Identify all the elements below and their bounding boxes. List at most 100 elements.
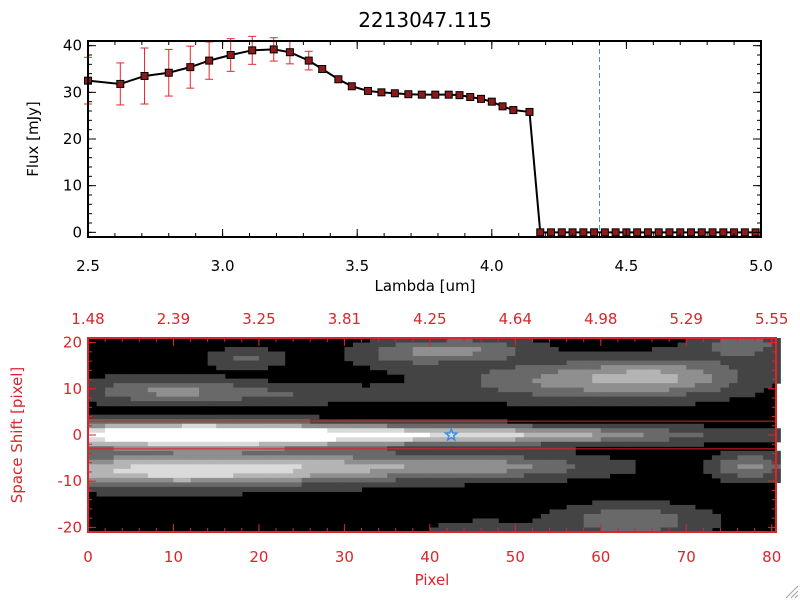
flux-data-point bbox=[318, 65, 327, 73]
heatmap-cell bbox=[182, 473, 192, 479]
heatmap-cell bbox=[498, 419, 508, 425]
heatmap-cell bbox=[481, 473, 491, 479]
heatmap-cell bbox=[387, 477, 397, 483]
heatmap-cell bbox=[113, 396, 123, 402]
heatmap-cell bbox=[498, 378, 508, 384]
heatmap-cell bbox=[455, 455, 465, 461]
heatmap-cell bbox=[498, 356, 508, 362]
heatmap-cell bbox=[412, 347, 422, 353]
heatmap-cell bbox=[523, 387, 534, 393]
heatmap-cell bbox=[566, 468, 576, 474]
heatmap-cell bbox=[344, 450, 354, 456]
heatmap-cell bbox=[523, 347, 534, 353]
heatmap-cell bbox=[207, 486, 217, 492]
heatmap-cell bbox=[370, 441, 380, 447]
heatmap-cell bbox=[361, 441, 371, 447]
heatmap-cell bbox=[754, 338, 764, 344]
heatmap-cell bbox=[190, 455, 200, 461]
heatmap-cell bbox=[498, 360, 508, 366]
heatmap-cell bbox=[634, 509, 645, 515]
heatmap-cell bbox=[224, 419, 234, 425]
heatmap-cell bbox=[130, 477, 140, 483]
heatmap-cell bbox=[335, 482, 345, 488]
heatmap-cell bbox=[216, 365, 226, 371]
heatmap-cell bbox=[498, 450, 508, 456]
heatmap-cell bbox=[113, 428, 123, 434]
heatmap-cell bbox=[626, 500, 636, 506]
heatmap-cell bbox=[258, 387, 269, 393]
heatmap-cell bbox=[241, 365, 251, 371]
heatmap-cell bbox=[575, 441, 585, 447]
heatmap-cell bbox=[182, 432, 192, 438]
heatmap-cell bbox=[711, 356, 722, 362]
heatmap-cell bbox=[600, 374, 610, 380]
heatmap-cell bbox=[694, 347, 704, 353]
heatmap-cell bbox=[395, 338, 405, 344]
heatmap-cell bbox=[370, 455, 380, 461]
heatmap-cell bbox=[498, 347, 508, 353]
heatmap-cell bbox=[558, 437, 568, 443]
heatmap-cell bbox=[370, 468, 380, 474]
heatmap-cell bbox=[293, 423, 303, 429]
heatmap-cell bbox=[113, 432, 123, 438]
heatmap-cell bbox=[558, 369, 568, 375]
heatmap-cell bbox=[600, 401, 610, 407]
heatmap-cell bbox=[258, 428, 269, 434]
heatmap-cell bbox=[643, 509, 653, 515]
heatmap-cell bbox=[96, 450, 106, 456]
heatmap-cell bbox=[583, 464, 593, 470]
heatmap-cell bbox=[686, 369, 696, 375]
heatmap-cell bbox=[113, 387, 123, 393]
heatmap-cell bbox=[737, 455, 747, 461]
heatmap-cell bbox=[429, 347, 440, 353]
heatmap-cell bbox=[540, 365, 551, 371]
heatmap-cell bbox=[609, 387, 619, 393]
heatmap-cell bbox=[609, 374, 619, 380]
heatmap-cell bbox=[122, 387, 132, 393]
heatmap-cell bbox=[540, 428, 551, 434]
heatmap-cell bbox=[224, 477, 234, 483]
heatmap-cell bbox=[677, 504, 687, 511]
heatmap-cell bbox=[634, 392, 645, 398]
heatmap-cell bbox=[763, 342, 773, 348]
heatmap-cell bbox=[626, 527, 636, 533]
heatmap-cell bbox=[105, 396, 115, 402]
heatmap-cell bbox=[643, 441, 653, 447]
resize-grip-icon[interactable] bbox=[785, 585, 799, 599]
heatmap-cell bbox=[694, 441, 704, 447]
x-tick-label: 3.0 bbox=[211, 257, 235, 275]
heatmap-cell bbox=[566, 459, 576, 465]
heatmap-cell bbox=[754, 347, 764, 353]
heatmap-cell bbox=[438, 464, 448, 470]
heatmap-cell bbox=[293, 459, 303, 465]
heatmap-cell bbox=[387, 482, 397, 488]
heatmap-cell bbox=[293, 419, 303, 425]
heatmap-cell bbox=[566, 351, 576, 357]
heatmap-cell bbox=[686, 509, 696, 515]
heatmap-cell bbox=[156, 428, 166, 434]
heatmap-cell bbox=[199, 441, 209, 447]
heatmap-cell bbox=[438, 365, 448, 371]
heatmap-cell bbox=[660, 527, 670, 533]
heatmap-cell bbox=[532, 518, 542, 524]
heatmap-cell bbox=[515, 522, 525, 529]
heatmap-cell bbox=[609, 441, 619, 447]
heatmap-cell bbox=[728, 468, 739, 474]
heatmap-cell bbox=[720, 455, 730, 461]
heatmap-cell bbox=[643, 374, 653, 380]
heatmap-cell bbox=[506, 338, 516, 344]
heatmap-cell bbox=[643, 522, 653, 529]
heatmap-cell bbox=[293, 486, 303, 492]
heatmap-cell bbox=[472, 432, 482, 438]
heatmap-cell bbox=[207, 401, 217, 407]
heatmap-cell bbox=[686, 522, 696, 529]
heatmap-cell bbox=[660, 392, 670, 398]
heatmap-cell bbox=[583, 387, 593, 393]
heatmap-cell bbox=[455, 468, 465, 474]
heatmap-cell bbox=[421, 383, 431, 389]
heatmap-cell bbox=[540, 401, 551, 407]
heatmap-cell bbox=[429, 383, 440, 389]
heatmap-cell bbox=[258, 365, 269, 371]
flux-data-point bbox=[547, 228, 556, 237]
heatmap-cell bbox=[199, 477, 209, 483]
